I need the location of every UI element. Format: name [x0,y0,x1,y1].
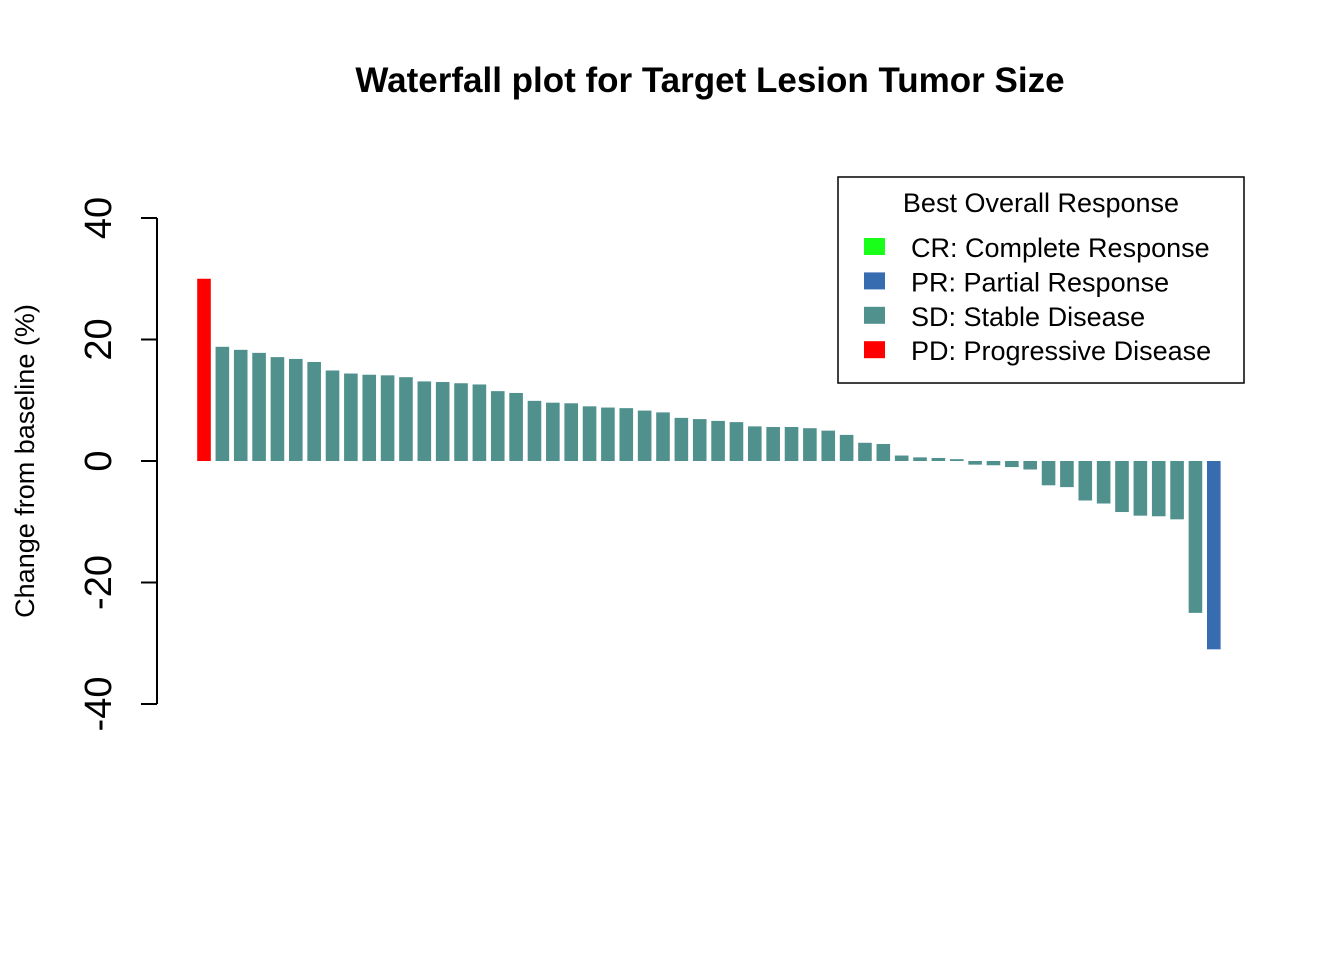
bar [564,403,578,461]
bar [197,278,211,461]
bars [197,278,1221,650]
bar [839,434,854,461]
bar [215,346,230,461]
bar [656,412,670,461]
bar [1005,461,1019,468]
legend-label: PD: Progressive Disease [911,336,1211,366]
bar [325,370,340,461]
legend-swatch [864,238,885,255]
bar [1115,461,1129,513]
bar [803,428,817,461]
legend-swatch [864,341,885,359]
bar [729,422,744,461]
legend-entries: CR: Complete Response PR: Partial Respons… [864,233,1211,366]
bar [252,352,266,461]
legend-label: CR: Complete Response [911,233,1210,263]
bar [344,373,358,461]
bar [674,417,689,461]
legend-label: PR: Partial Response [911,267,1169,297]
bar [270,357,285,461]
y-tick-label: 20 [78,318,120,360]
bar [931,457,946,461]
bar [601,407,615,461]
legend-label: SD: Stable Disease [911,302,1145,332]
bar [748,426,762,461]
bar [417,381,432,461]
bar [949,459,964,461]
legend-box [837,176,1245,384]
bar [913,457,927,461]
bar [766,426,780,461]
bar [546,402,560,461]
y-axis-title: Change from baseline (%) [10,304,40,618]
bar [986,461,1001,466]
bar [821,430,836,462]
bar [289,358,303,461]
legend: Best Overall Response CR: Complete Respo… [837,176,1245,384]
bar [582,406,597,461]
bar [454,383,468,461]
bar [1023,461,1037,470]
bar [380,375,395,461]
bar [1078,461,1093,501]
bar [1096,461,1111,504]
bar [894,455,909,461]
y-tick-label: -20 [78,555,120,610]
bar [784,426,799,461]
bar [362,374,377,461]
legend-swatch [864,272,885,290]
bar [968,461,982,465]
bar [490,391,505,461]
y-tick-label: 0 [78,450,120,471]
bar [1133,461,1148,516]
y-tick-label: -40 [78,677,120,732]
bar [509,392,523,461]
bar [858,442,872,461]
bar [876,443,891,461]
bar [692,419,707,461]
bar [1207,461,1221,650]
bar [1060,461,1074,488]
bar [1188,461,1203,613]
bar [435,382,450,461]
bar [472,384,487,461]
bar [711,420,725,461]
bar [1151,461,1166,517]
legend-title: Best Overall Response [903,188,1179,218]
bar [1170,461,1184,520]
y-tick-label: 40 [78,197,120,239]
bar [307,361,321,461]
bar [637,410,652,461]
bar [527,400,542,461]
bar [619,408,634,461]
bar [399,377,413,461]
chart-title: Waterfall plot for Target Lesion Tumor S… [355,61,1064,100]
y-axis: -40 -20 0 20 40 [78,197,158,732]
legend-swatch [864,306,885,324]
bar [1041,461,1056,486]
bar [233,349,248,461]
